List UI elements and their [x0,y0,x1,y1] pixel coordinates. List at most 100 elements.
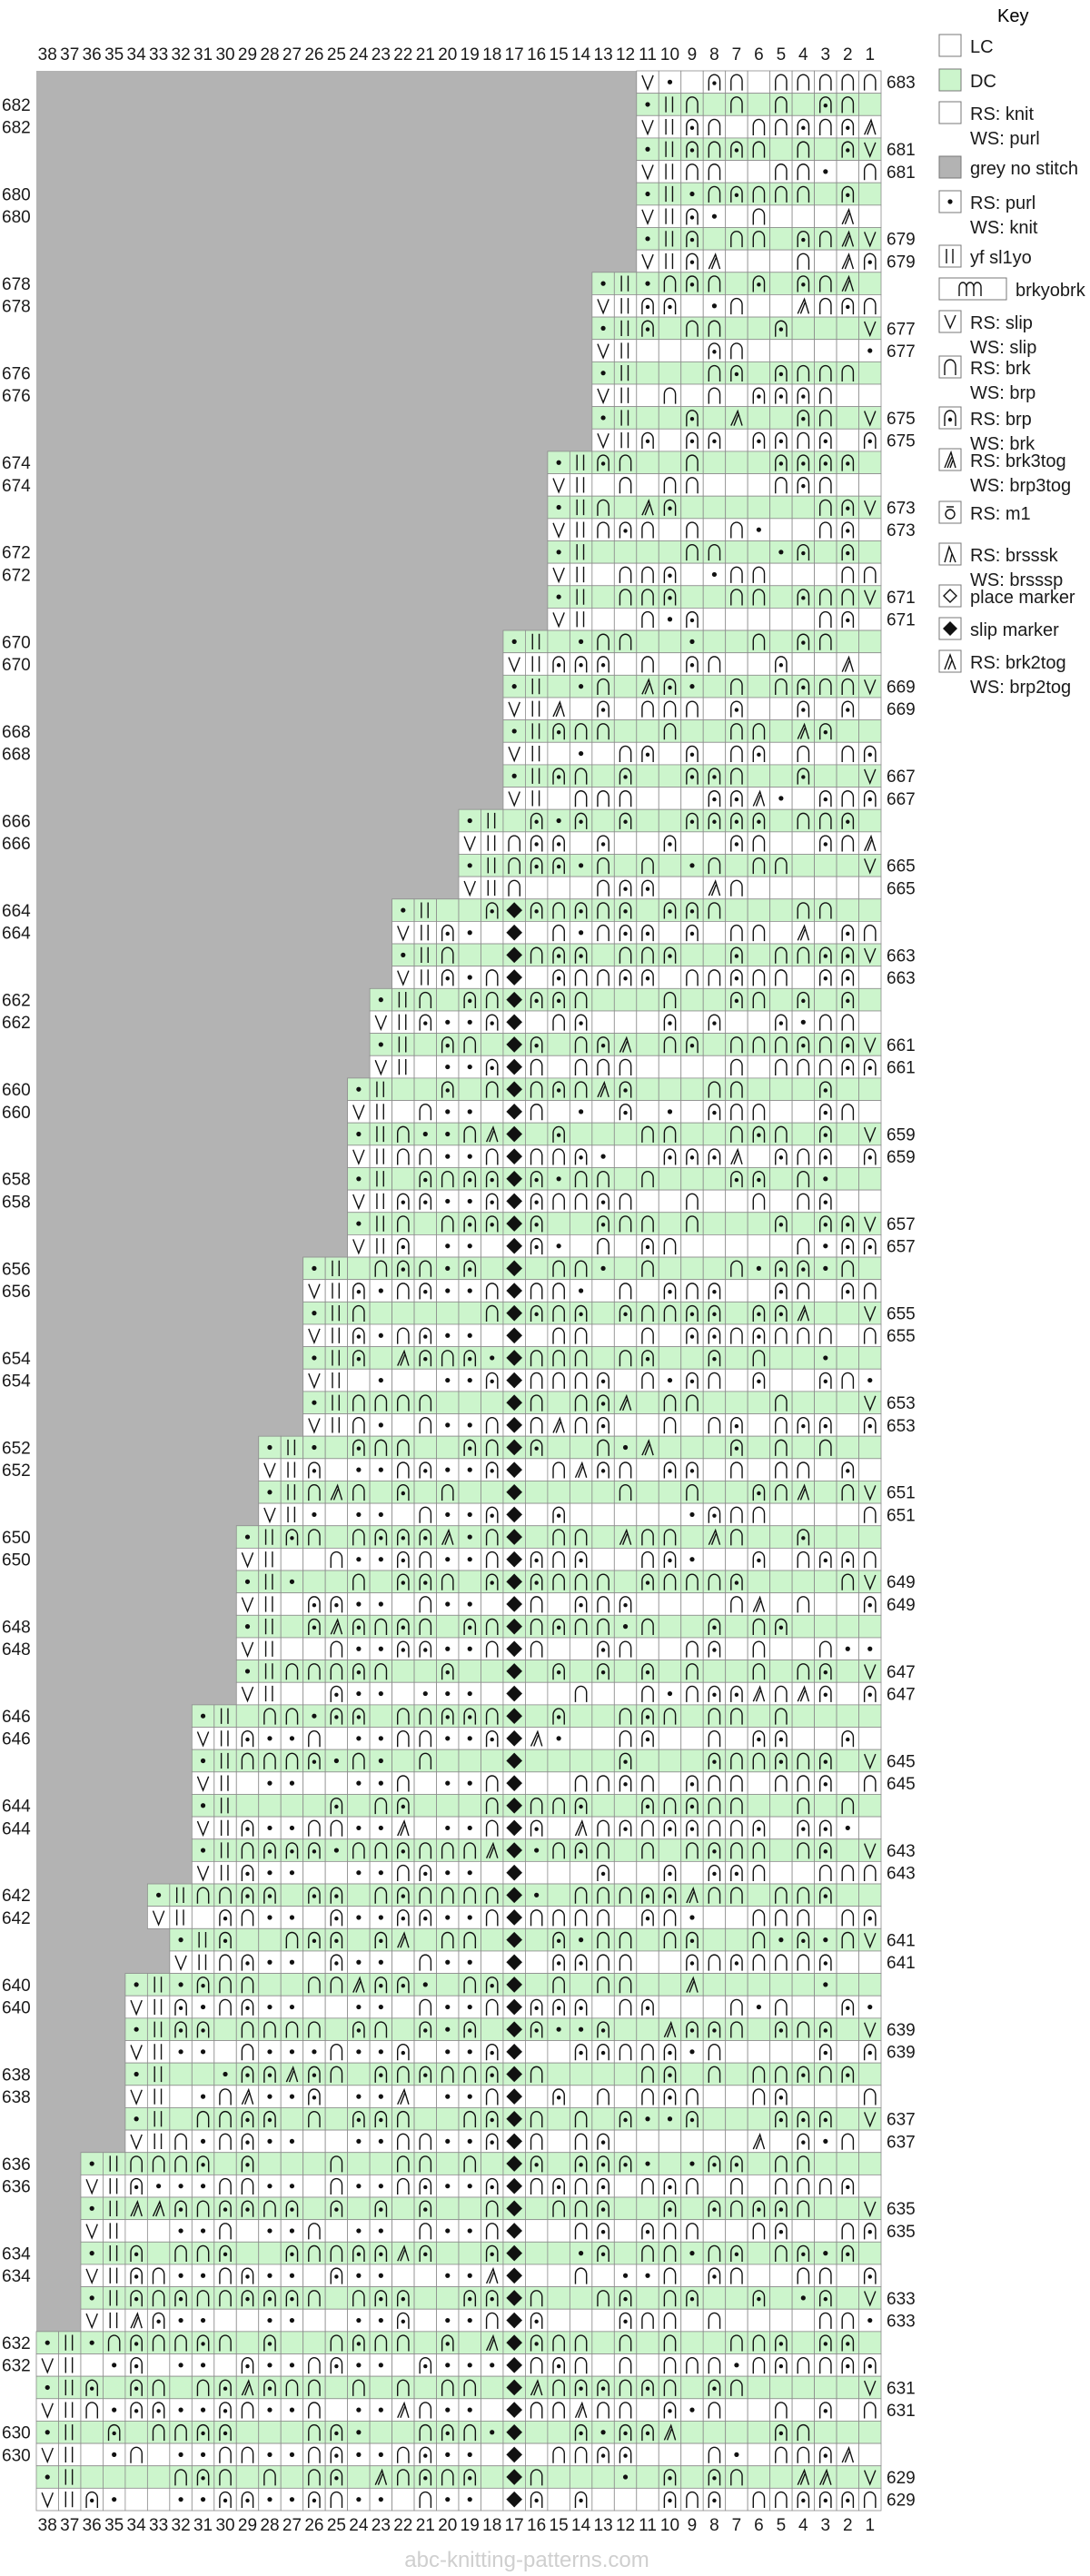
stitch-cell [58,2398,82,2422]
stitch-cell [836,1614,859,1639]
stitch-cell [58,2331,82,2354]
column-number-top: 12 [616,45,635,64]
stitch-symbol-brp [686,230,699,248]
stitch-cell [791,316,815,341]
stitch-cell [525,764,549,788]
stitch-symbol-purl [312,1311,317,1316]
chart-row [502,652,882,676]
chart-row [235,1614,882,1639]
stitch-symbol-brk [752,566,766,583]
row-number: 668 [2,723,31,742]
stitch-cell [769,1502,793,1527]
stitch-cell [547,2129,570,2154]
stitch-symbol-purl [356,2273,362,2278]
stitch-symbol-purl [356,1131,362,1137]
stitch-symbol-brk [619,790,632,807]
stitch-cell [858,898,882,922]
stitch-cell [702,608,727,631]
stitch-cell [569,1122,593,1146]
stitch-cell [636,406,659,430]
stitch-symbol-brk [708,163,721,181]
stitch-cell [391,1100,415,1124]
stitch-cell [458,1570,481,1594]
stitch-cell [814,1525,837,1549]
stitch-symbol-purl [445,1557,451,1562]
stitch-cell [680,383,704,408]
stitch-cell [680,1122,704,1146]
stitch-symbol-purl [422,1690,428,1697]
stitch-cell [569,473,593,497]
stitch-symbol-slip [597,432,609,450]
stitch-cell [258,2152,282,2175]
stitch-symbol-brk [708,185,721,203]
stitch-cell [858,1100,882,1124]
stitch-symbol-marker [506,969,522,986]
legend-label: RS: brk [970,359,1032,379]
stitch-cell [836,1681,859,1706]
stitch-cell [481,943,504,967]
stitch-cell [80,2465,104,2489]
stitch-cell [814,2219,837,2243]
chart-row [35,2465,882,2489]
stitch-symbol-brk [730,723,743,740]
stitch-cell [769,1189,793,1214]
chart-row [35,2353,882,2377]
stitch-cell [347,1368,371,1392]
stitch-cell [680,1860,704,1885]
stitch-symbol-slip [641,253,654,271]
stitch-cell [369,1100,392,1124]
stitch-cell [725,1927,748,1952]
stitch-cell [613,697,638,721]
chart-row [636,137,882,161]
stitch-cell [58,2487,82,2512]
stitch-cell [680,1100,704,1124]
stitch-symbol-brk [775,118,788,135]
stitch-symbol-purl [134,2116,139,2122]
stitch-cell [747,943,771,967]
stitch-cell [658,1212,682,1235]
stitch-cell [769,406,793,430]
stitch-cell [769,272,793,295]
stitch-cell [747,1279,771,1303]
stitch-symbol-brk [597,969,609,986]
stitch-cell [702,719,727,743]
stitch-cell [725,2129,748,2154]
stitch-cell [436,1794,460,1818]
stitch-symbol-brk [686,477,699,494]
stitch-symbol-purl [244,1534,251,1540]
stitch-cell [836,854,859,877]
stitch-cell [836,1391,859,1414]
stitch-symbol-brk [752,1036,766,1054]
stitch-cell [302,1860,326,1885]
stitch-symbol-purl [156,2184,162,2189]
stitch-cell [836,876,859,900]
stitch-cell [302,2308,326,2333]
stitch-cell [258,1927,282,1952]
stitch-symbol-brk [663,723,677,740]
stitch-symbol-dec [797,924,810,941]
row-number: 671 [887,589,916,608]
stitch-symbol-brk [818,633,832,650]
stitch-symbol-purl [467,2004,472,2010]
stitch-cell [547,1681,570,1706]
stitch-symbol-brp [552,656,565,673]
stitch-symbol-brp [574,946,588,964]
stitch-symbol-brk [841,566,855,583]
stitch-symbol-brk [463,1036,477,1054]
column-number-top: 30 [215,45,234,64]
stitch-symbol-purl [267,1736,272,1741]
stitch-cell [569,451,593,474]
stitch-symbol-purl [289,2138,295,2145]
stitch-symbol-brk [775,678,788,696]
stitch-cell [836,1502,859,1527]
stitch-symbol-purl [556,460,561,465]
stitch-cell [613,2196,638,2221]
stitch-cell [324,2308,349,2333]
chart-row [302,1323,882,1348]
stitch-cell [525,2040,549,2064]
stitch-symbol-brp [863,745,877,762]
legend-item: yf sl1yo [938,244,1032,268]
stitch-cell [302,1547,326,1571]
stitch-cell [280,2331,304,2354]
